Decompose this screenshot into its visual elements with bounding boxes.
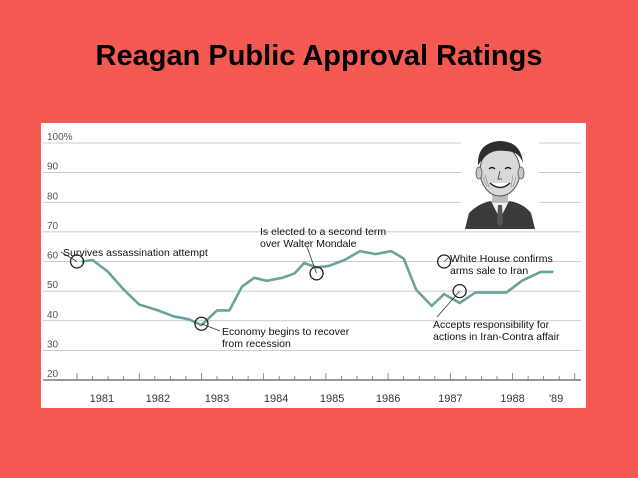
annotation-marker <box>309 266 324 281</box>
annotation-marker <box>452 283 467 299</box>
data-point <box>521 279 523 282</box>
data-point <box>172 315 175 318</box>
annotation-label: Economy begins to recover <box>222 326 350 338</box>
data-point <box>107 271 109 273</box>
y-tick-label: 100% <box>47 132 73 143</box>
data-point <box>91 259 94 261</box>
annotation-leader <box>436 290 460 318</box>
annotation-leader <box>201 323 221 332</box>
annotation-leader <box>443 257 449 262</box>
data-point <box>265 279 268 282</box>
data-point <box>228 309 231 312</box>
data-point <box>81 260 83 263</box>
series-line-0 <box>81 249 553 327</box>
data-point <box>402 257 405 260</box>
data-point <box>328 265 330 267</box>
x-tick-label: 1982 <box>146 393 170 405</box>
data-point <box>474 291 477 294</box>
annotation-label: Is elected to a second term <box>260 226 386 238</box>
y-tick-label: 30 <box>47 339 59 350</box>
x-tick-label: 1981 <box>90 393 114 405</box>
reagan-portrait-icon <box>461 131 539 229</box>
annotation-marker <box>69 254 85 269</box>
annotation-label: Accepts responsibility for <box>433 319 550 331</box>
y-tick-label: 40 <box>47 310 59 321</box>
annotation-leader <box>306 246 317 274</box>
y-tick-label: 90 <box>47 162 59 173</box>
annotation-label: Survives assassination attempt <box>63 247 208 259</box>
annotation-label: over Walter Mondale <box>260 238 357 250</box>
x-tick-label: 1987 <box>438 393 462 405</box>
slide-title: Reagan Public Approval Ratings <box>95 40 543 72</box>
annotation-label: from recession <box>222 338 291 350</box>
y-tick-label: 60 <box>47 251 59 262</box>
x-tick-label: 1985 <box>320 393 344 405</box>
y-tick-label: 20 <box>47 369 59 380</box>
data-point <box>489 291 492 294</box>
data-point <box>157 309 159 312</box>
annotation-label: actions in Iran-Contra affair <box>433 331 560 343</box>
x-tick-label: 1984 <box>264 393 288 405</box>
annotation-label: arms sale to Iran <box>450 265 528 277</box>
data-point <box>188 318 190 321</box>
data-point <box>458 302 461 304</box>
data-point <box>552 271 554 273</box>
data-point <box>241 285 243 288</box>
data-point <box>122 288 125 291</box>
chart-panel: 20 30 40 50 60 70 80 90 100% 1981 1982 1983 1984 1985… <box>41 123 586 408</box>
x-tick-label: '89 <box>549 393 563 405</box>
y-tick-label: 50 <box>47 280 59 291</box>
data-point <box>200 324 203 326</box>
data-point <box>293 272 296 275</box>
x-tick-label: 1983 <box>205 393 229 405</box>
data-point <box>505 291 508 294</box>
data-point <box>374 253 377 255</box>
data-point <box>390 250 393 252</box>
annotation-marker <box>436 254 452 269</box>
annotation-marker <box>194 316 209 331</box>
data-point <box>253 276 256 279</box>
data-point <box>415 288 417 291</box>
data-point <box>216 309 218 312</box>
data-point <box>281 276 284 279</box>
approval-line-chart: 20 30 40 50 60 70 80 90 100% 1981 1982 1983 1984 1985… <box>43 132 581 405</box>
data-point <box>443 293 445 295</box>
data-point <box>343 259 346 261</box>
data-point <box>430 305 433 307</box>
data-point <box>303 262 305 264</box>
annotation-leader <box>60 251 78 262</box>
data-point <box>359 250 361 252</box>
x-tick-label: 1986 <box>376 393 400 405</box>
y-tick-label: 80 <box>47 191 59 202</box>
y-tick-label: 70 <box>47 221 59 232</box>
x-tick-label: 1988 <box>500 393 524 405</box>
annotation-label: White House confirms <box>450 253 553 265</box>
data-point <box>539 271 542 273</box>
data-point <box>138 303 141 306</box>
